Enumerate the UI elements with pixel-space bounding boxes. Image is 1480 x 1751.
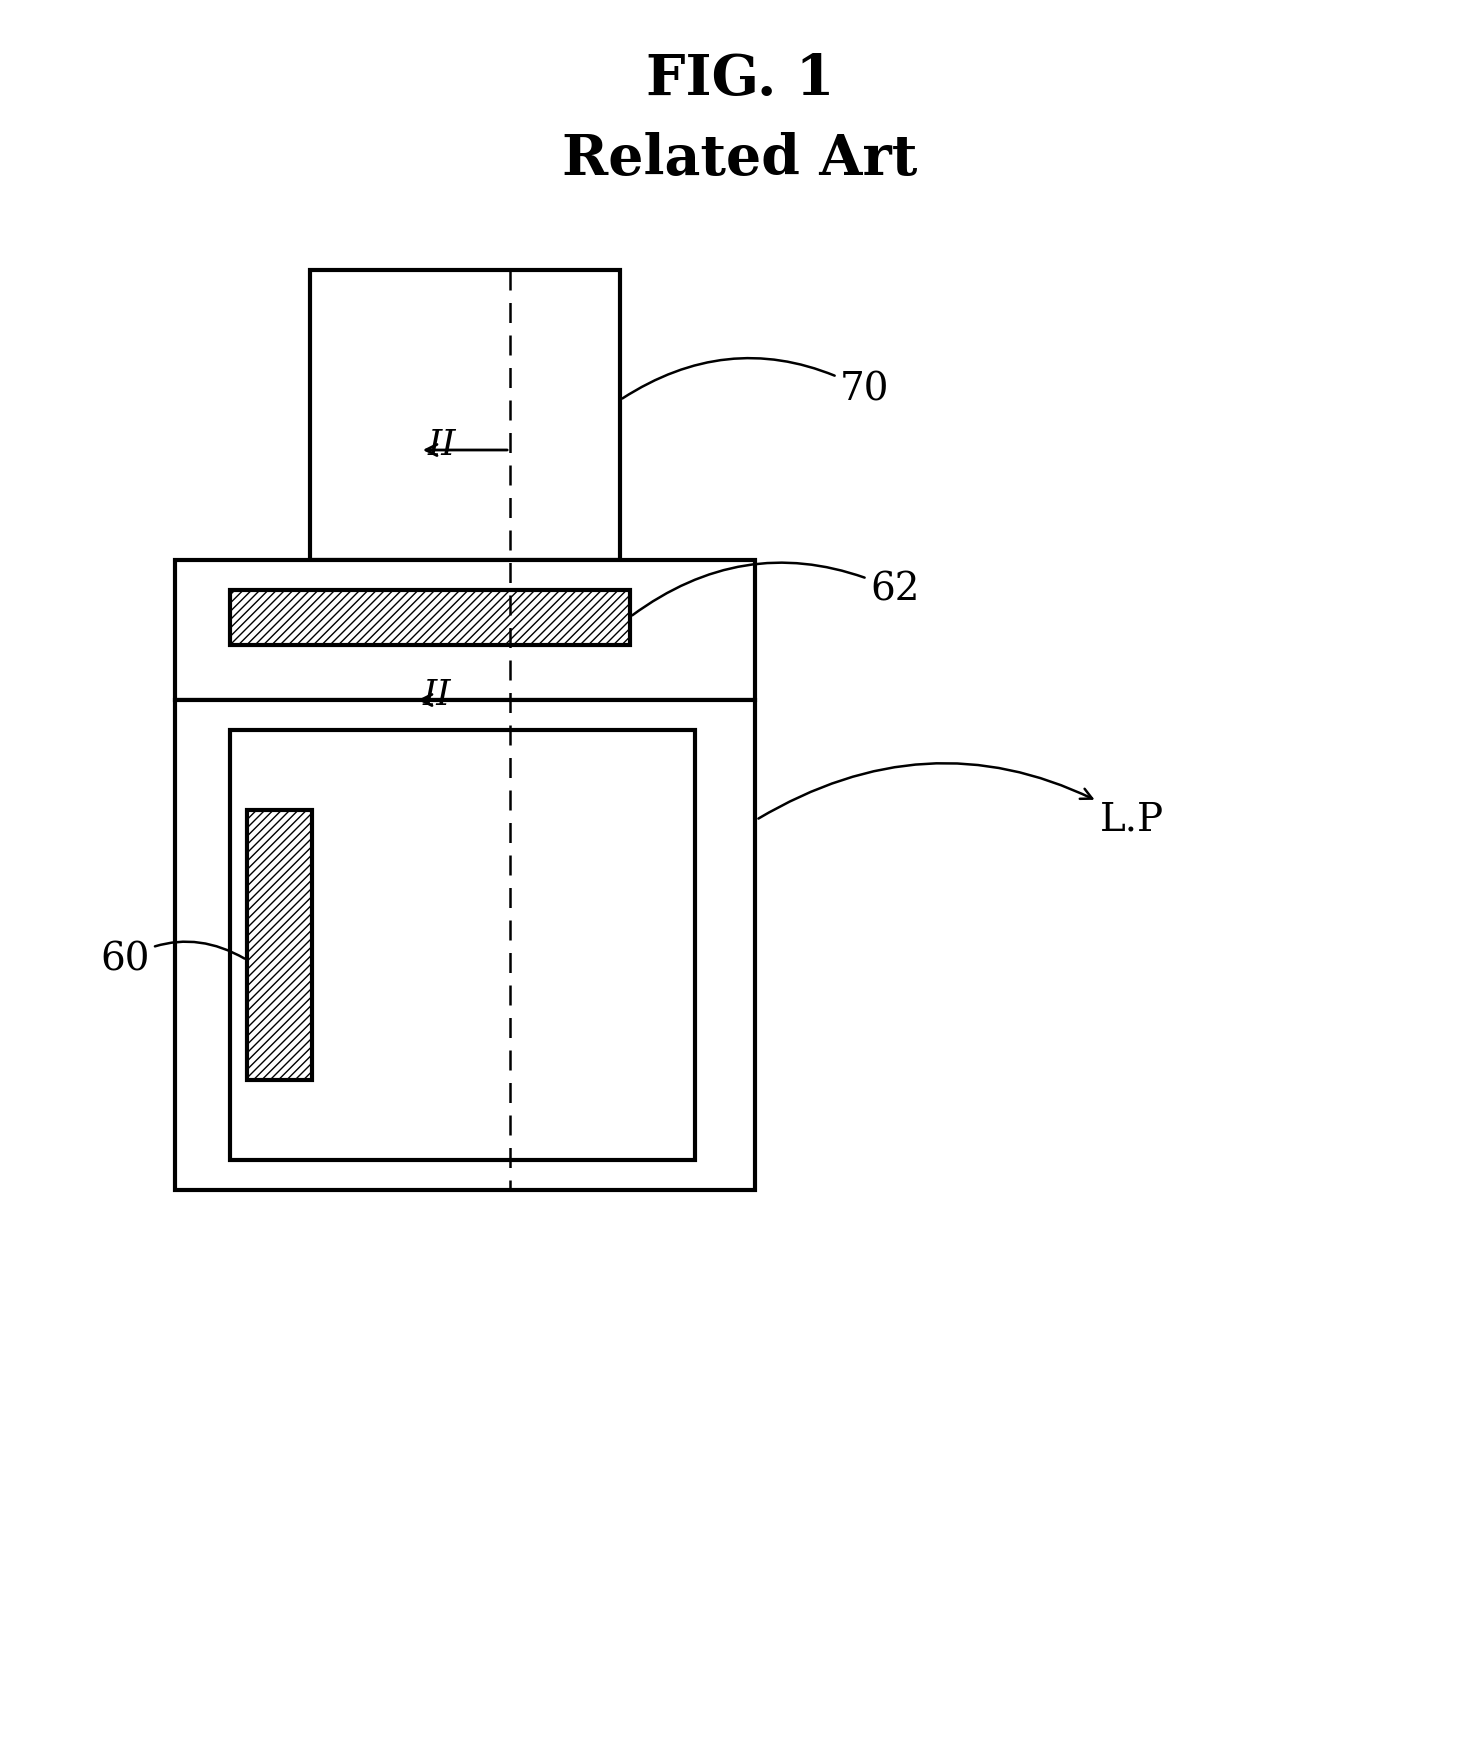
Text: Related Art: Related Art: [562, 133, 918, 187]
Text: 62: 62: [632, 562, 919, 615]
Bar: [229, 590, 630, 644]
Bar: [175, 700, 755, 1191]
Text: 60: 60: [101, 942, 244, 979]
Bar: [309, 270, 620, 560]
Text: II: II: [423, 678, 451, 713]
Bar: [247, 811, 312, 1080]
Text: 70: 70: [622, 359, 889, 408]
Text: FIG. 1: FIG. 1: [645, 53, 835, 107]
Text: L.P: L.P: [758, 763, 1165, 839]
Bar: [229, 730, 696, 1159]
Text: II: II: [428, 427, 456, 462]
Bar: [175, 560, 755, 700]
